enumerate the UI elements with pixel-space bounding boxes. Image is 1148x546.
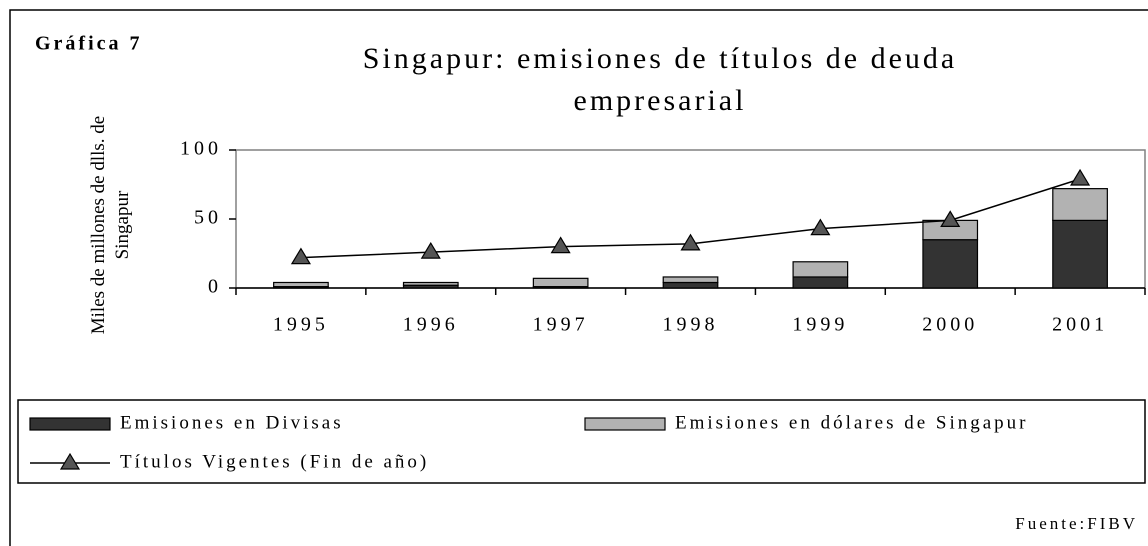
source: Fuente:FIBV (1015, 514, 1138, 533)
marker (680, 233, 701, 251)
legend-label: Títulos Vigentes (Fin de año) (120, 451, 429, 472)
bar (273, 281, 329, 288)
bar (662, 276, 719, 284)
x-tick-label: 1997 (533, 314, 589, 336)
marker (1070, 168, 1091, 186)
chart-label: Gráfica 7 (35, 33, 143, 55)
bar (532, 277, 589, 288)
y-tick-label: 100 (180, 138, 222, 160)
legend-swatch (29, 417, 111, 431)
chart-border (9, 9, 1148, 546)
x-tick-label: 1996 (403, 314, 459, 336)
legend-marker (59, 452, 81, 470)
legend-swatch (584, 417, 666, 431)
bar (792, 276, 849, 289)
bar (402, 281, 459, 286)
marker (810, 218, 831, 236)
x-tick-label: 1998 (663, 314, 719, 336)
y-tick-label: 0 (208, 276, 222, 298)
bar (792, 261, 849, 278)
legend-box (17, 399, 1146, 484)
bar (662, 281, 719, 289)
marker (290, 247, 311, 265)
marker (550, 236, 571, 254)
chart-title: Singapur: emisiones de títulos de deuda … (362, 42, 958, 117)
legend-label: Emisiones en dólares de Singapur (675, 412, 1029, 433)
x-tick-label: 2001 (1052, 314, 1108, 336)
plot-area (235, 149, 1146, 289)
y-tick-label: 50 (194, 207, 222, 229)
x-tick-label: 2000 (922, 314, 978, 336)
marker (420, 241, 441, 259)
legend-label: Emisiones en Divisas (120, 412, 344, 433)
bar (1052, 188, 1108, 221)
x-tick-label: 1995 (273, 314, 329, 336)
bar (1052, 219, 1108, 289)
bar (922, 239, 979, 289)
marker (940, 210, 961, 227)
x-tick-label: 1999 (792, 314, 848, 336)
y-axis-label: Miles de millones de dlls. de Singapur (88, 115, 133, 335)
